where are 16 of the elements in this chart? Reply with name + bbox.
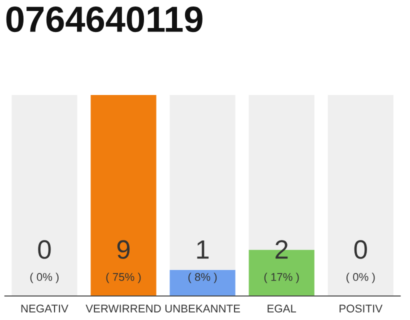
chart-title: 0764640119 bbox=[6, 6, 202, 32]
annotation: ( 8% ) bbox=[188, 272, 217, 284]
x-tick-label: NEGATIV bbox=[21, 304, 68, 312]
annotation: ( 75% ) bbox=[106, 272, 141, 284]
annotation: 0 bbox=[354, 240, 367, 259]
annotation: ( 17% ) bbox=[264, 272, 299, 284]
x-tick-label: VERWIRREND bbox=[86, 304, 161, 312]
annotation: 1 bbox=[197, 240, 209, 259]
x-tick-label: EGAL bbox=[268, 304, 296, 312]
annotation: ( 0% ) bbox=[346, 272, 375, 284]
x-tick-label: UNBEKANNTE bbox=[165, 304, 240, 312]
annotation: ( 0% ) bbox=[30, 272, 59, 284]
x-tick-label: POSITIV bbox=[340, 304, 383, 312]
annotation: 0 bbox=[38, 240, 51, 259]
annotation: 2 bbox=[276, 240, 288, 259]
annotation: 9 bbox=[117, 240, 130, 259]
